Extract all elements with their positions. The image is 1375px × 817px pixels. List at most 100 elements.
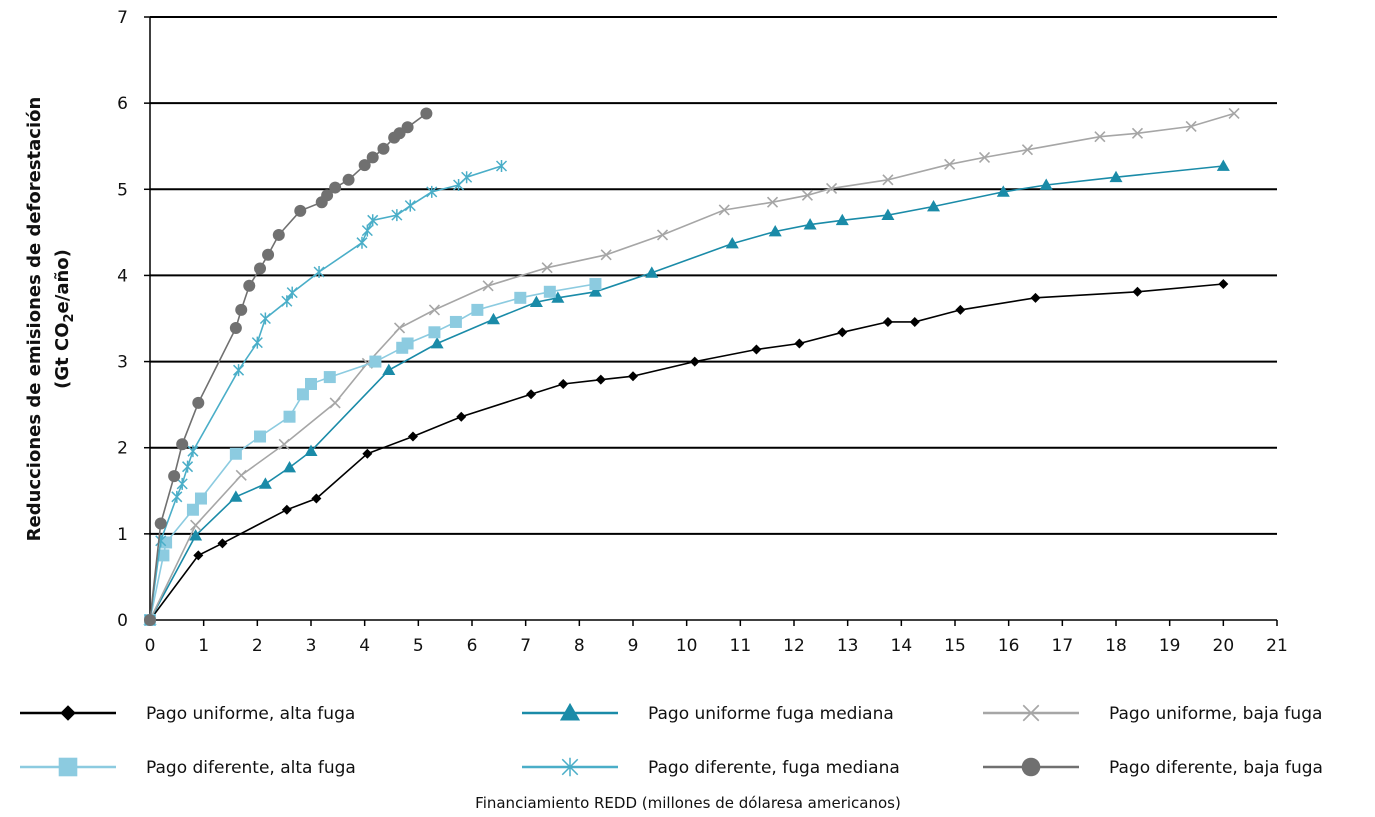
y-axis-label: Reducciones de emisiones de deforestació… [24, 97, 45, 542]
data-point-square [194, 492, 207, 505]
data-point-circle [176, 438, 189, 451]
axes [144, 16, 1278, 626]
data-point-diamond [407, 431, 418, 442]
data-point-star [251, 336, 263, 349]
data-point-star [404, 199, 416, 212]
data-point-triangle [559, 702, 581, 721]
data-point-triangle [430, 336, 444, 349]
data-point-x [978, 151, 991, 163]
x-tick-label: 21 [1266, 636, 1288, 656]
data-point-triangle [1216, 159, 1230, 171]
legend-label: Pago diferente, baja fuga [1109, 758, 1323, 778]
data-point-star [182, 460, 194, 473]
data-point-x [801, 189, 813, 201]
legend-label: Pago uniforme fuga mediana [648, 704, 894, 724]
data-point-square [254, 430, 267, 443]
data-point-square [323, 371, 336, 384]
x-tick-label: 20 [1213, 636, 1235, 656]
x-tick-label: 14 [891, 636, 913, 656]
x-tick-label: 18 [1105, 636, 1127, 656]
data-point-triangle [486, 312, 500, 325]
data-point-x [541, 262, 553, 274]
data-point-square [401, 337, 414, 350]
data-point-diamond [281, 504, 292, 515]
data-point-x [944, 158, 956, 170]
data-point-circle [329, 181, 342, 194]
data-point-circle [377, 142, 390, 155]
data-point-diamond [362, 448, 373, 459]
data-point-star [286, 286, 298, 299]
x-tick-label: 11 [730, 636, 752, 656]
data-point-square [589, 278, 602, 291]
data-point-x [329, 397, 341, 409]
data-point-triangle [258, 477, 272, 489]
legend-label: Pago diferente, fuga mediana [648, 758, 900, 778]
data-point-diamond [193, 550, 204, 561]
data-point-star [313, 265, 325, 278]
data-point-circle [358, 159, 371, 172]
data-point-circle [229, 321, 242, 334]
data-point-diamond [1218, 279, 1229, 290]
data-point-star [426, 185, 438, 198]
x-tick-label: 4 [359, 636, 370, 656]
legend-item: Pago diferente, alta fuga [20, 757, 356, 778]
data-point-star [259, 312, 271, 325]
data-point-x [482, 280, 494, 292]
data-point-triangle [803, 218, 817, 230]
data-point-triangle [304, 444, 318, 457]
series-2 [143, 159, 1230, 625]
data-point-square [229, 447, 242, 460]
data-point-triangle [1039, 178, 1053, 190]
data-point-diamond [909, 316, 920, 327]
data-point-square [449, 315, 462, 328]
x-tick-label: 12 [783, 636, 805, 656]
data-point-square [543, 285, 556, 298]
data-point-x [278, 438, 290, 450]
data-point-star [187, 445, 199, 458]
data-point-square [58, 757, 78, 777]
data-point-triangle [588, 285, 602, 297]
data-point-diamond [882, 316, 893, 327]
y-tick-label: 4 [117, 266, 128, 286]
data-point-star [233, 364, 245, 377]
x-tick-label: 10 [676, 636, 698, 656]
data-point-x [1131, 127, 1144, 139]
data-point-circle [254, 262, 267, 275]
x-tick-label: 7 [520, 636, 531, 656]
data-point-x [1022, 704, 1040, 722]
data-point-x [766, 196, 779, 208]
data-point-diamond [837, 327, 848, 338]
data-point-diamond [60, 705, 76, 721]
x-tick-label: 9 [628, 636, 639, 656]
x-tick-label: 13 [837, 636, 859, 656]
series-line [149, 165, 1224, 621]
data-point-x [1185, 120, 1197, 132]
data-point-x [190, 519, 202, 531]
data-point-square [369, 355, 382, 368]
legend-item: Pago uniforme, baja fuga [983, 704, 1322, 724]
data-point-x [600, 249, 612, 261]
data-point-star [356, 236, 368, 249]
data-point-star [361, 224, 373, 237]
data-point-triangle [551, 291, 565, 303]
data-point-star [391, 209, 403, 222]
data-point-circle [144, 614, 156, 626]
y-tick-label: 5 [117, 180, 128, 200]
data-point-square [514, 291, 527, 304]
data-point-square [296, 388, 309, 401]
y-axis-units-prefix: (Gt CO [52, 323, 73, 389]
data-point-circle [168, 470, 181, 483]
legend-item: Pago uniforme, alta fuga [20, 704, 355, 724]
series-3 [144, 107, 1240, 626]
y-tick-label: 6 [117, 94, 128, 114]
x-tick-label: 5 [413, 636, 424, 656]
legend: Pago uniforme, alta fuga Pago uniforme fu… [20, 702, 1323, 778]
data-point-circle [1021, 757, 1041, 777]
data-point-circle [272, 228, 285, 241]
data-point-diamond [794, 338, 805, 349]
data-point-triangle [768, 224, 782, 237]
x-axis-label: Financiamiento REDD (millones de dólares… [475, 794, 901, 812]
data-point-x [826, 182, 838, 194]
x-tick-label: 6 [467, 636, 478, 656]
data-point-diamond [628, 371, 638, 382]
